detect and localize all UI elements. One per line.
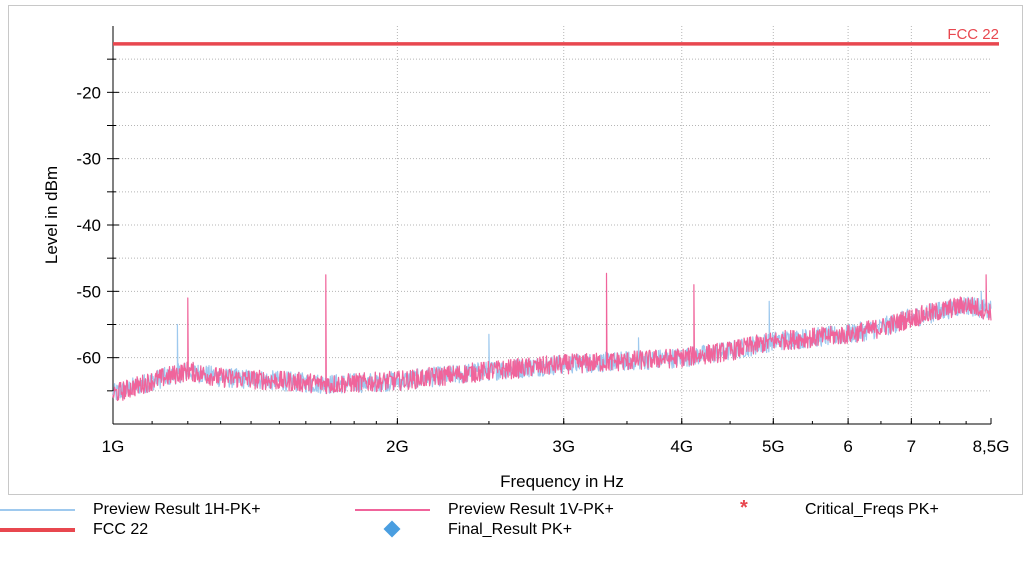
legend-label-preview-v: Preview Result 1V-PK+ [448, 501, 614, 518]
diamond-icon [383, 520, 401, 538]
emission-chart: -20 -30 -40 -50 -60 1G 2G 3G 4G 5G 6 7 8,5G Frequency… [42, 26, 1010, 491]
legend-line-swatch-v [355, 509, 430, 511]
limit-line-label: FCC 22 [947, 26, 999, 43]
series-line-preview-h [112, 290, 992, 401]
x-tick-label: 7 [907, 437, 916, 456]
legend-label-final-result: Final_Result PK+ [448, 521, 573, 538]
y-tick-label: -20 [76, 83, 101, 102]
legend-line-preview-v [355, 500, 430, 520]
legend-item-fcc22: FCC 22 [0, 520, 148, 540]
y-tick-label: -30 [76, 150, 101, 169]
x-tick-label: 1G [102, 437, 125, 456]
x-axis-title: Frequency in Hz [500, 472, 624, 491]
legend-line-swatch-fcc22 [0, 528, 75, 532]
legend-label-fcc22: FCC 22 [93, 521, 149, 538]
legend-item-critical-freqs: * Critical_Freqs PK+ [712, 497, 939, 520]
y-tick-label: -50 [76, 282, 101, 301]
y-tick-label: -60 [76, 349, 101, 368]
series-line-preview-v [112, 272, 992, 402]
x-tick-label: 5G [762, 437, 785, 456]
chart-frame: -20 -30 -40 -50 -60 1G 2G 3G 4G 5G 6 7 8,5G Frequency… [8, 5, 1023, 495]
legend-diamond-icon [355, 520, 430, 540]
legend-line-preview-h [0, 500, 75, 520]
legend-item-preview-h: Preview Result 1H-PK+ [0, 500, 261, 520]
legend-label-critical-freqs: Critical_Freqs PK+ [805, 501, 939, 518]
legend: Preview Result 1H-PK+ Preview Result 1V-… [0, 497, 1035, 574]
x-tick-label: 2G [386, 437, 409, 456]
x-tick-label: 4G [670, 437, 693, 456]
y-tick-label: -40 [76, 216, 101, 235]
x-tick-label: 6 [843, 437, 852, 456]
legend-item-preview-v: Preview Result 1V-PK+ [355, 500, 614, 520]
star-icon: * [740, 497, 748, 519]
legend-label-preview-h: Preview Result 1H-PK+ [93, 501, 261, 518]
legend-line-swatch-h [0, 509, 75, 511]
legend-star-icon: * [712, 497, 787, 520]
legend-line-fcc22 [0, 520, 75, 540]
x-tick-label: 8,5G [973, 437, 1010, 456]
x-tick-label: 3G [552, 437, 575, 456]
legend-item-final-result: Final_Result PK+ [355, 520, 572, 540]
y-axis-title: Level in dBm [42, 166, 61, 264]
